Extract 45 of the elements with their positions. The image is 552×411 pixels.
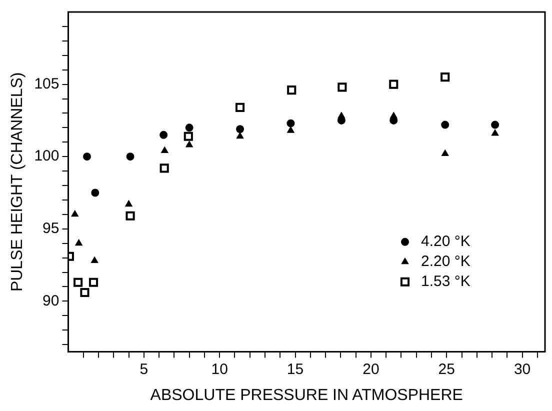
point (91, 188, 100, 197)
x-tick-label: 25 (438, 360, 455, 378)
point (441, 120, 450, 129)
point (80, 288, 90, 298)
legend-label: 4.20 °K (421, 233, 470, 250)
point (185, 124, 194, 132)
point (82, 152, 91, 161)
point (88, 278, 98, 287)
point (235, 102, 245, 112)
point (126, 152, 134, 161)
point (389, 80, 398, 89)
point (491, 120, 500, 129)
point (492, 129, 499, 136)
point (160, 164, 169, 173)
point (287, 86, 296, 95)
point (91, 256, 98, 263)
point (338, 82, 347, 92)
y-tick-label: 100 (34, 148, 60, 165)
point (74, 278, 83, 287)
point (160, 130, 168, 139)
y-tick-label: 105 (34, 75, 60, 92)
x-tick-label: 20 (362, 360, 380, 378)
point (442, 150, 449, 156)
point (184, 132, 193, 141)
x-tick-label: 10 (211, 360, 228, 378)
point (286, 119, 295, 128)
point (126, 211, 135, 220)
point (236, 125, 244, 134)
y-axis-title: PULSE HEIGHT (CHANNELS) (9, 72, 26, 292)
x-tick-label: 30 (514, 360, 531, 378)
point (75, 239, 82, 246)
y-tick-label: 90 (42, 292, 60, 310)
point (125, 200, 132, 207)
point (161, 146, 168, 154)
x-tick-label: 5 (140, 360, 148, 378)
point (71, 210, 78, 217)
x-axis-title: ABSOLUTE PRESSURE IN ATMOSPHERE (150, 386, 463, 404)
point (440, 72, 450, 82)
y-tick-label: 95 (42, 220, 60, 238)
point (186, 141, 193, 148)
legend-label: 2.20 °K (421, 253, 470, 270)
point (236, 132, 244, 139)
x-tick-label: 15 (286, 360, 304, 378)
legend-label: 1.53 °K (421, 273, 470, 290)
point (287, 126, 294, 133)
